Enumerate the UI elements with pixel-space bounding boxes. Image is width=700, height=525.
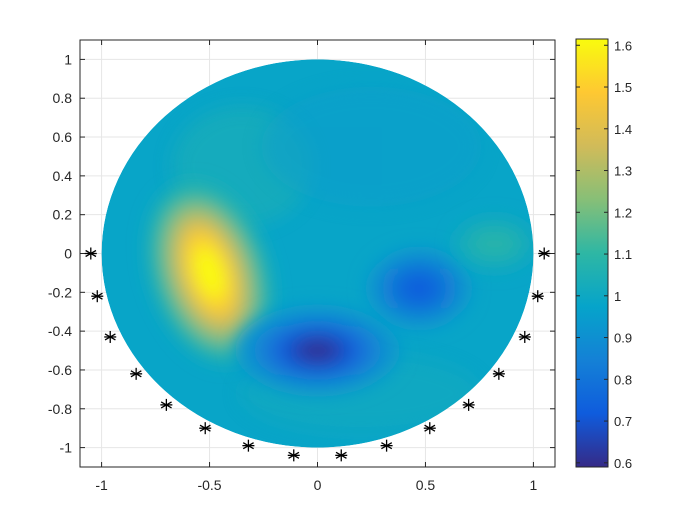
electrode-marker — [531, 290, 544, 303]
colorbar-tick-label: 1.2 — [614, 205, 632, 220]
x-tick-label: 0 — [314, 477, 322, 493]
conductivity-map — [101, 59, 534, 448]
y-tick-label: 0.4 — [53, 168, 73, 184]
y-tick-label: 0.6 — [53, 129, 73, 145]
x-tick-label: -1 — [95, 477, 108, 493]
y-tick-label: -0.4 — [48, 323, 72, 339]
electrode-marker — [335, 449, 348, 462]
electrode-markers — [84, 247, 551, 462]
colorbar-tick-label: 0.8 — [614, 372, 632, 387]
colorbar-tick-label: 0.7 — [614, 414, 632, 429]
shade-region — [261, 86, 482, 207]
colorbar-tick-label: 1.6 — [614, 38, 632, 53]
colorbar-tick-label: 1 — [614, 289, 621, 304]
x-tick-label: 1 — [530, 477, 538, 493]
x-tick-label: -0.5 — [197, 477, 221, 493]
colorbar-tick-label: 0.9 — [614, 331, 632, 346]
y-tick-label: -0.2 — [48, 284, 72, 300]
low-region-right — [366, 248, 471, 329]
colorbar-tick-label: 1.5 — [614, 80, 632, 95]
y-tick-label: 0 — [64, 246, 72, 262]
colorbar-tick-label: 1.3 — [614, 164, 632, 179]
colorbar-gradient — [575, 38, 609, 468]
y-tick-label: 0.2 — [53, 207, 73, 223]
colorbar-tick-label: 0.6 — [614, 456, 632, 471]
x-tick-label: 0.5 — [416, 477, 436, 493]
x-axis-ticks: -1 -0.5 0 0.5 1 — [95, 40, 538, 493]
y-tick-label: -0.8 — [48, 401, 72, 417]
electrode-marker — [84, 247, 97, 260]
electrode-marker — [91, 290, 104, 303]
electrode-marker — [242, 439, 255, 452]
electrode-marker — [380, 439, 393, 452]
electrode-marker — [104, 330, 117, 343]
low-region-bottom — [235, 306, 400, 395]
electrode-marker — [130, 367, 143, 380]
y-tick-label: -0.6 — [48, 362, 72, 378]
electrode-marker — [287, 449, 300, 462]
y-axis-ticks: 1 0.8 0.6 0.4 0.2 0 -0.2 -0.4 -0.6 -0.8 -1 — [48, 51, 555, 456]
electrode-marker — [462, 398, 475, 411]
y-tick-label: 1 — [64, 51, 72, 67]
y-tick-label: -1 — [60, 440, 73, 456]
electrode-marker — [423, 422, 436, 435]
electrode-marker — [199, 422, 212, 435]
colorbar-tick-label: 1.1 — [614, 247, 632, 262]
electrode-marker — [518, 330, 531, 343]
electrode-marker — [538, 247, 551, 260]
y-tick-label: 0.8 — [53, 90, 73, 106]
electrode-marker — [160, 398, 173, 411]
colorbar: 1.6 1.5 1.4 1.3 1.2 1.1 1 0.9 0.8 0.7 0.6 — [575, 38, 632, 471]
electrode-marker — [492, 367, 505, 380]
colorbar-tick-label: 1.4 — [614, 122, 632, 137]
high-region-right — [454, 217, 534, 270]
high-region-left — [147, 183, 272, 363]
